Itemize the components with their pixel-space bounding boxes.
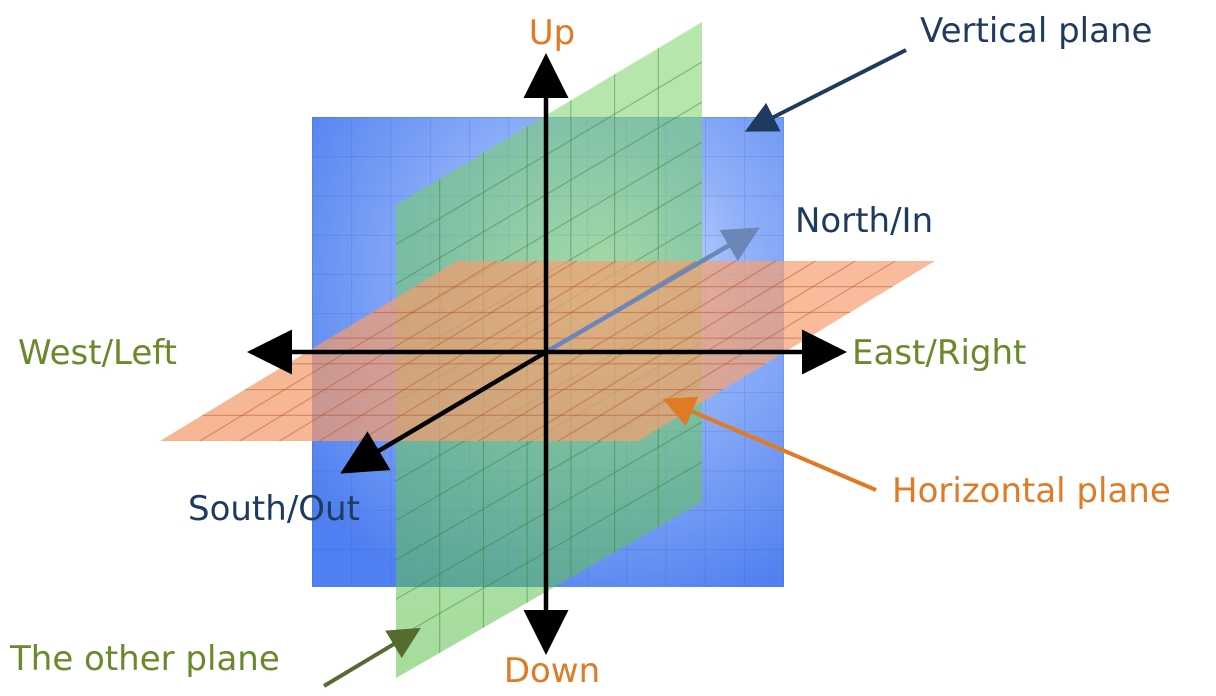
vertical-plane-callout-arrow bbox=[744, 48, 907, 132]
down-label: Down bbox=[504, 651, 600, 691]
north-axis-arrow bbox=[544, 227, 760, 354]
horizontal-plane-callout-arrow bbox=[662, 396, 877, 492]
east-label: East/Right bbox=[852, 333, 1026, 373]
horizontal-plane-label: Horizontal plane bbox=[892, 471, 1171, 511]
vertical-plane-label: Vertical plane bbox=[920, 11, 1152, 51]
up-label: Up bbox=[529, 13, 575, 53]
north-label: North/In bbox=[795, 201, 933, 241]
west-label: West/Left bbox=[18, 333, 177, 373]
south-label: South/Out bbox=[188, 489, 360, 529]
axes bbox=[247, 53, 847, 655]
other-plane-label: The other plane bbox=[9, 639, 280, 679]
south-axis-arrow bbox=[340, 350, 548, 474]
other-plane-callout-arrow bbox=[322, 627, 421, 688]
